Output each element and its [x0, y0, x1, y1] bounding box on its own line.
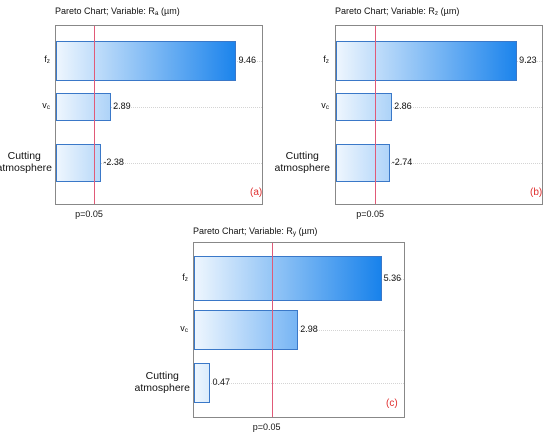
- bar: [336, 41, 518, 81]
- significance-label: p=0.05: [356, 209, 385, 219]
- category-label-sub: c: [325, 104, 329, 111]
- bar-value-label: -2.38: [103, 157, 124, 167]
- bar-value-label: 5.36: [383, 272, 402, 283]
- significance-label: p=0.05: [252, 422, 281, 432]
- bar-value-label: -2.74: [391, 157, 413, 167]
- panel-label: (a): [250, 187, 263, 198]
- gridline: [56, 107, 262, 108]
- bar-value-label: 2.86: [394, 101, 412, 111]
- gridline: [194, 330, 404, 331]
- category-label: fz: [323, 54, 329, 65]
- panel-label: (b): [530, 187, 543, 198]
- category-label-line: Cutting: [7, 150, 41, 162]
- chart-title-suffix: (µm): [296, 226, 318, 236]
- category-label-sub: z: [325, 58, 329, 65]
- plot-area: 9.23 2.86 -2.74: [335, 25, 543, 205]
- chart-title-prefix: Pareto Chart; Variable: R: [193, 226, 293, 236]
- significance-line: [271, 243, 273, 417]
- category-label-line: atmosphere: [0, 162, 52, 174]
- pareto-chart-rz: Pareto Chart; Variable: Rz (µm) 9.23 2.86-…: [275, 0, 550, 220]
- bar-value-label: 9.46: [238, 55, 256, 65]
- significance-line: [375, 26, 377, 204]
- category-label: Cutting atmosphere: [135, 370, 190, 394]
- category-label-main: v: [321, 100, 326, 110]
- category-label-sub: z: [46, 58, 50, 65]
- category-label: vc: [321, 100, 329, 111]
- category-label-sub: c: [184, 327, 188, 334]
- bar: [336, 144, 390, 182]
- category-label: Cutting atmosphere: [275, 150, 330, 174]
- chart-title-subscript: z: [434, 10, 439, 17]
- chart-title-suffix: (µm): [438, 6, 460, 16]
- chart-title-subscript: y: [292, 230, 297, 237]
- gridline: [336, 163, 542, 164]
- bar-value-label: 2.89: [113, 101, 131, 111]
- gridline: [336, 107, 542, 108]
- bar: [194, 256, 382, 301]
- bar: [56, 93, 112, 121]
- gridline: [56, 163, 262, 164]
- category-label: vc: [42, 100, 50, 111]
- category-label-line: Cutting: [285, 150, 319, 162]
- category-label: Cutting atmosphere: [0, 150, 52, 174]
- category-label: fz: [182, 272, 188, 283]
- category-label-line: atmosphere: [134, 382, 190, 394]
- bar: [56, 41, 237, 81]
- plot-area: 5.36 2.98 0.47: [193, 242, 405, 418]
- category-label-line: atmosphere: [274, 162, 330, 174]
- category-label-sub: c: [46, 104, 50, 111]
- category-label-line: Cutting: [145, 370, 179, 382]
- chart-title: Pareto Chart; Variable: Ra (µm): [55, 6, 180, 17]
- chart-title-prefix: Pareto Chart; Variable: R: [335, 6, 435, 16]
- chart-title-suffix: (µm): [158, 6, 180, 16]
- bar-value-label: 9.23: [519, 55, 537, 65]
- pareto-chart-ry: Pareto Chart; Variable: Ry (µm) 5.36 2.98 0…: [130, 218, 420, 432]
- category-label-sub: z: [184, 275, 188, 283]
- gridline: [194, 383, 404, 384]
- chart-title-prefix: Pareto Chart; Variable: R: [55, 6, 155, 16]
- bar: [336, 93, 393, 121]
- significance-line: [94, 26, 96, 204]
- bar: [56, 144, 102, 182]
- bar-value-label: 0.47: [212, 377, 230, 387]
- bar: [194, 363, 211, 403]
- pareto-chart-ra: Pareto Chart; Variable: Ra (µm) 9.46 2.89 -…: [0, 0, 275, 220]
- category-label: fz: [44, 54, 50, 65]
- chart-title: Pareto Chart; Variable: Ry (µm): [193, 226, 317, 237]
- chart-title-subscript: a: [154, 10, 159, 17]
- panel-label: (c): [386, 398, 398, 409]
- chart-title: Pareto Chart; Variable: Rz (µm): [335, 6, 459, 17]
- category-label-main: v: [42, 100, 47, 110]
- category-label-main: f: [44, 54, 47, 64]
- category-label: vc: [180, 323, 188, 334]
- category-label-main: f: [323, 54, 326, 64]
- plot-area: 9.46 2.89 -2.38: [55, 25, 263, 205]
- category-label-main: f: [182, 271, 185, 282]
- bar: [194, 310, 299, 350]
- significance-label: p=0.05: [75, 209, 103, 219]
- bar-value-label: 2.98: [300, 324, 318, 334]
- category-label-main: v: [180, 323, 185, 333]
